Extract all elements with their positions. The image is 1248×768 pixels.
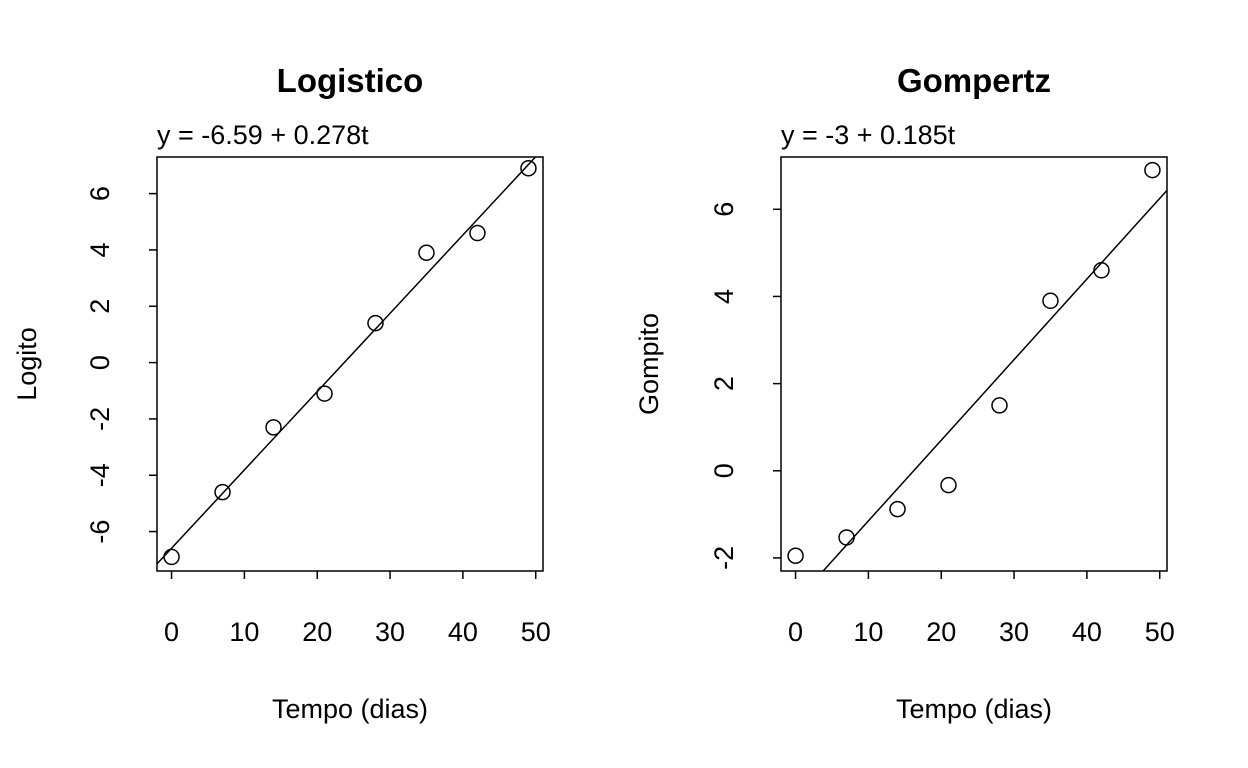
chart-title: Logistico	[277, 62, 424, 99]
x-tick-label: 40	[448, 617, 478, 647]
data-point	[418, 244, 435, 262]
chart-subtitle: y = -3 + 0.185t	[781, 120, 956, 150]
data-point	[520, 160, 537, 177]
data-point	[1042, 292, 1059, 310]
x-tick-label: 20	[926, 617, 956, 647]
x-tick-label: 50	[521, 617, 551, 647]
x-tick-label: 0	[788, 617, 803, 647]
data-point	[163, 548, 180, 566]
x-tick-label: 10	[229, 617, 259, 647]
x-tick-label: 30	[375, 617, 405, 647]
chart-subtitle: y = -6.59 + 0.278t	[157, 120, 369, 150]
x-tick-label: 40	[1072, 617, 1102, 647]
data-point	[838, 529, 855, 546]
data-point	[469, 224, 486, 242]
y-tick-label: 4	[709, 289, 739, 304]
x-tick-label: 50	[1145, 617, 1175, 647]
y-tick-label: -2	[709, 546, 739, 570]
data-point	[889, 500, 906, 518]
y-axis-label: Gompito	[634, 313, 664, 415]
gompertz-panel: Gompertz y = -3 + 0.185t Tempo (dias) Go…	[634, 62, 1175, 724]
fit-line	[822, 189, 1167, 571]
y-tick-label: 6	[85, 186, 115, 201]
y-tick-label: 0	[709, 463, 739, 478]
data-point	[1144, 161, 1161, 179]
x-tick-label: 20	[302, 617, 332, 647]
y-axis-label: Logito	[12, 327, 42, 401]
data-point	[1093, 262, 1110, 279]
data-point	[940, 476, 957, 494]
y-tick-label: 4	[85, 242, 115, 257]
data-point	[367, 314, 384, 332]
x-axis-label: Tempo (dias)	[896, 694, 1052, 724]
data-point	[991, 397, 1008, 414]
y-tick-label: 6	[709, 202, 739, 217]
data-point	[214, 483, 231, 501]
logistico-panel: Logistico y = -6.59 + 0.278t Tempo (dias…	[12, 62, 551, 724]
x-tick-label: 10	[853, 617, 883, 647]
y-tick-label: -2	[85, 407, 115, 431]
y-tick-label: -6	[85, 520, 115, 544]
y-tick-label: 2	[709, 376, 739, 391]
data-point	[265, 419, 282, 436]
y-tick-label: 0	[85, 355, 115, 370]
data-point	[787, 547, 804, 564]
x-axis-label: Tempo (dias)	[272, 694, 428, 724]
y-tick-label: 2	[85, 299, 115, 314]
data-point	[316, 385, 333, 402]
x-tick-label: 0	[164, 617, 179, 647]
x-tick-label: 30	[999, 617, 1029, 647]
plot-frame	[780, 156, 1168, 572]
chart-title: Gompertz	[897, 62, 1051, 99]
y-tick-label: -4	[85, 463, 115, 487]
fit-line	[157, 157, 537, 565]
plot-frame	[156, 156, 544, 572]
